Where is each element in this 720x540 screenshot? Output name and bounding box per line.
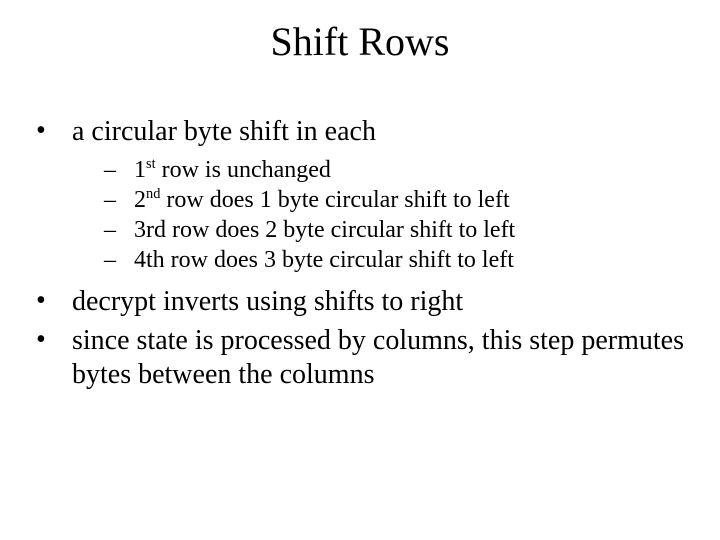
sub-item: – 4th row does 3 byte circular shift to … — [104, 245, 684, 275]
sub-text: 1st row is unchanged — [134, 155, 684, 185]
slide-body: • a circular byte shift in each – 1st ro… — [36, 115, 684, 397]
sub-item: – 3rd row does 2 byte circular shift to … — [104, 215, 684, 245]
sub-text: 3rd row does 2 byte circular shift to le… — [134, 215, 684, 245]
bullet-glyph: • — [36, 324, 72, 356]
sub-text: 2nd row does 1 byte circular shift to le… — [134, 185, 684, 215]
dash-glyph: – — [104, 215, 134, 245]
bullet-item: • since state is processed by columns, t… — [36, 324, 684, 391]
dash-glyph: – — [104, 185, 134, 215]
bullet-glyph: • — [36, 115, 72, 147]
dash-glyph: – — [104, 245, 134, 275]
sub-item: – 2nd row does 1 byte circular shift to … — [104, 185, 684, 215]
bullet-glyph: • — [36, 285, 72, 317]
dash-glyph: – — [104, 155, 134, 185]
bullet-text: since state is processed by columns, thi… — [72, 324, 684, 391]
bullet-item: • decrypt inverts using shifts to right — [36, 285, 684, 319]
bullet-text: a circular byte shift in each — [72, 115, 684, 149]
sub-text: 4th row does 3 byte circular shift to le… — [134, 245, 684, 275]
sub-item: – 1st row is unchanged — [104, 155, 684, 185]
bullet-text: decrypt inverts using shifts to right — [72, 285, 684, 319]
sub-list: – 1st row is unchanged – 2nd row does 1 … — [104, 155, 684, 275]
slide-title: Shift Rows — [0, 18, 720, 65]
bullet-item: • a circular byte shift in each — [36, 115, 684, 149]
